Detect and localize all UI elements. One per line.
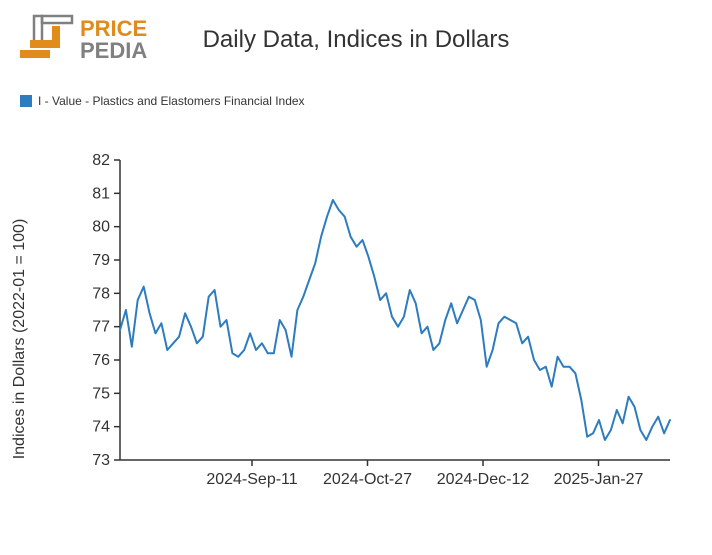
y-tick-label: 78 xyxy=(92,285,110,302)
y-tick-label: 74 xyxy=(92,419,110,436)
y-tick-label: 82 xyxy=(92,152,110,169)
legend: I - Value - Plastics and Elastomers Fina… xyxy=(20,94,305,108)
y-tick-label: 73 xyxy=(92,452,110,469)
x-tick-label: 2025-Jan-27 xyxy=(554,471,644,488)
y-tick-label: 76 xyxy=(92,352,110,369)
chart-title: Daily Data, Indices in Dollars xyxy=(0,26,712,54)
y-tick-label: 77 xyxy=(92,319,110,336)
series-line xyxy=(120,200,670,440)
x-tick-label: 2024-Sep-11 xyxy=(206,471,297,488)
y-tick-label: 80 xyxy=(92,219,110,236)
y-axis-label: Indices in Dollars (2022-01 = 100) xyxy=(11,219,29,460)
x-tick-label: 2024-Dec-12 xyxy=(437,471,530,488)
y-tick-label: 79 xyxy=(92,252,110,269)
legend-label: I - Value - Plastics and Elastomers Fina… xyxy=(38,94,305,108)
y-tick-label: 75 xyxy=(92,385,110,402)
y-tick-label: 81 xyxy=(92,185,110,202)
x-tick-label: 2024-Oct-27 xyxy=(323,471,412,488)
line-chart: 73 74 75 76 77 78 79 80 81 82 2024-Sep-11 2024-Oct-… xyxy=(40,150,690,530)
legend-swatch xyxy=(20,95,32,107)
